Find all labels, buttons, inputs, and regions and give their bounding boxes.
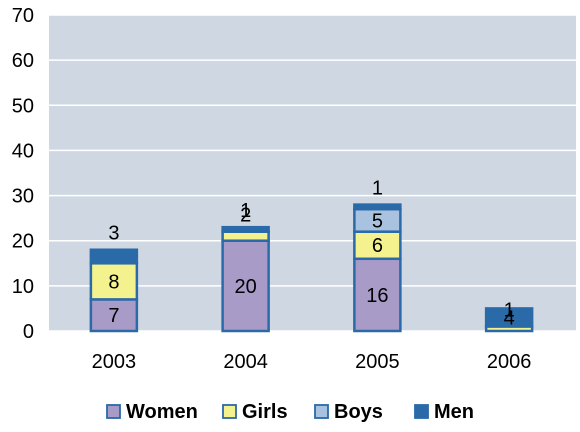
legend-swatch-girls <box>222 404 237 419</box>
data-label-2003-men: 3 <box>108 223 119 245</box>
legend-label-boys: Boys <box>334 401 383 423</box>
x-tick-label-2004: 2004 <box>223 351 268 373</box>
data-label-2003-girls: 8 <box>108 271 119 293</box>
y-tick-label-70: 70 <box>12 5 34 27</box>
legend-swatch-boys <box>314 404 329 419</box>
bar-2005-women <box>353 257 402 333</box>
y-tick-label-50: 50 <box>12 95 34 117</box>
data-label-2006-girls: 1 <box>504 299 515 321</box>
y-tick-label-10: 10 <box>12 276 34 298</box>
x-axis-ticks: 2003 2004 2005 2006 <box>92 351 532 373</box>
legend-swatch-women <box>106 404 121 419</box>
bar-2003-girls <box>89 262 139 301</box>
y-tick-label-40: 40 <box>12 140 34 162</box>
y-axis-ticks: 0 10 20 30 40 50 60 70 <box>12 5 34 343</box>
legend: Women Girls Boys Men <box>106 401 474 423</box>
x-tick-label-2003: 2003 <box>92 351 137 373</box>
data-label-2004-men: 1 <box>240 200 251 222</box>
data-label-2005-women: 16 <box>366 285 388 307</box>
y-tick-label-30: 30 <box>12 186 34 208</box>
data-label-2005-boys: 5 <box>372 210 383 232</box>
legend-label-women: Women <box>126 401 198 423</box>
bar-2004-girls <box>221 230 270 242</box>
legend-swatch-men <box>414 404 429 419</box>
bar-2003-men <box>89 248 139 265</box>
bar-2004-women <box>221 239 270 333</box>
data-label-2005-girls: 6 <box>372 235 383 257</box>
x-tick-label-2006: 2006 <box>487 351 532 373</box>
bar-2004-men <box>221 225 270 233</box>
legend-label-men: Men <box>434 401 474 423</box>
bar-2005-girls <box>353 230 402 261</box>
legend-label-girls: Girls <box>242 401 288 423</box>
bar-2005-men <box>353 203 402 211</box>
data-label-2004-girls: 2 <box>240 205 251 227</box>
y-tick-label-20: 20 <box>12 231 34 253</box>
x-tick-label-2005: 2005 <box>355 351 400 373</box>
bars <box>89 203 534 333</box>
data-label-2006-men: 4 <box>504 307 515 329</box>
y-tick-label-0: 0 <box>23 321 34 343</box>
bar-2003-women <box>89 298 139 333</box>
data-label-2005-men: 1 <box>372 178 383 200</box>
data-label-2004-women: 20 <box>235 276 257 298</box>
data-label-2003-women: 7 <box>108 305 119 327</box>
y-tick-label-60: 60 <box>12 50 34 72</box>
bar-2006-men <box>484 307 534 328</box>
